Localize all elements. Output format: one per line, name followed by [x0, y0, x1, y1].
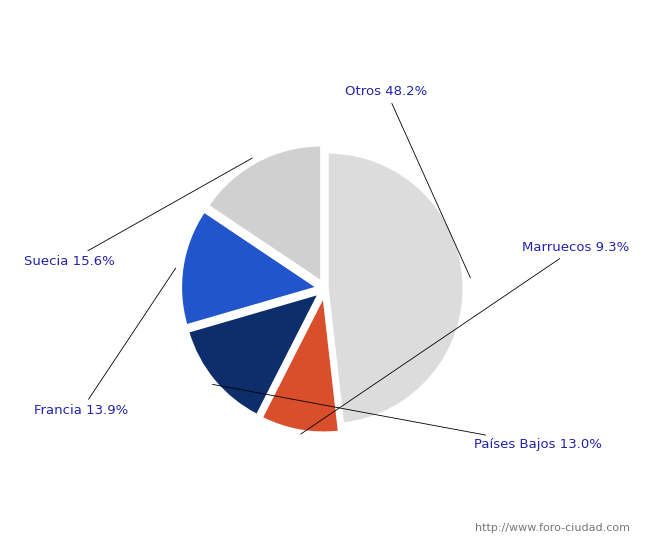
Wedge shape	[188, 294, 318, 415]
Text: Suecia 15.6%: Suecia 15.6%	[23, 158, 252, 268]
Wedge shape	[262, 296, 339, 432]
Wedge shape	[181, 212, 317, 325]
Text: Francia 13.9%: Francia 13.9%	[34, 268, 176, 417]
Wedge shape	[208, 146, 321, 282]
Wedge shape	[328, 152, 463, 424]
Text: Marruecos 9.3%: Marruecos 9.3%	[301, 241, 629, 434]
Text: Otros 48.2%: Otros 48.2%	[345, 85, 471, 278]
Text: Tobarra - Turistas extranjeros según país - Abril de 2024: Tobarra - Turistas extranjeros según paí…	[72, 12, 578, 30]
Text: Países Bajos 13.0%: Países Bajos 13.0%	[213, 384, 603, 452]
Text: http://www.foro-ciudad.com: http://www.foro-ciudad.com	[476, 523, 630, 533]
